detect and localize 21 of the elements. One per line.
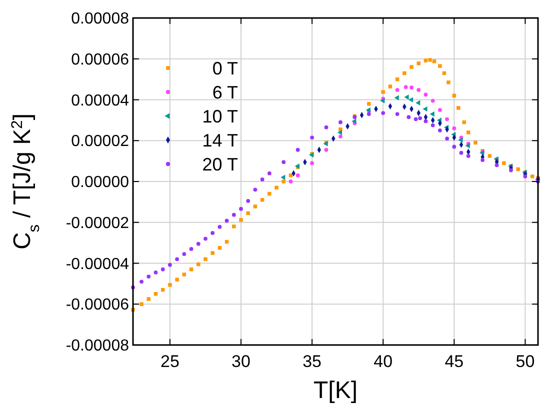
x-tick-label: 25 (160, 352, 180, 371)
y-tick-label: 0.00006 (71, 51, 130, 68)
legend-label: 6 T (212, 82, 238, 102)
x-tick-label: 45 (444, 352, 464, 371)
y-tick-label: -0.00004 (66, 256, 130, 273)
x-tick-label: 40 (374, 352, 393, 371)
y-tick-label: -0.00006 (66, 296, 130, 314)
y-tick-label: 0.00002 (71, 133, 130, 150)
legend-label: 14 T (202, 130, 238, 150)
y-tick-label: 0.00008 (71, 10, 130, 28)
legend-label: 0 T (212, 58, 238, 78)
x-tick-label: 50 (516, 352, 535, 371)
y-tick-label: 0.00000 (71, 174, 130, 192)
legend-label: 10 T (202, 106, 238, 126)
y-tick-label: 0.00004 (71, 92, 130, 110)
legend-label: 20 T (202, 154, 238, 174)
x-axis-title: T[K] (313, 377, 358, 404)
y-tick-label: -0.00002 (66, 214, 130, 232)
y-tick-label: -0.00008 (66, 338, 130, 355)
x-tick-label: 35 (302, 352, 322, 371)
x-tick-label: 30 (232, 352, 250, 371)
